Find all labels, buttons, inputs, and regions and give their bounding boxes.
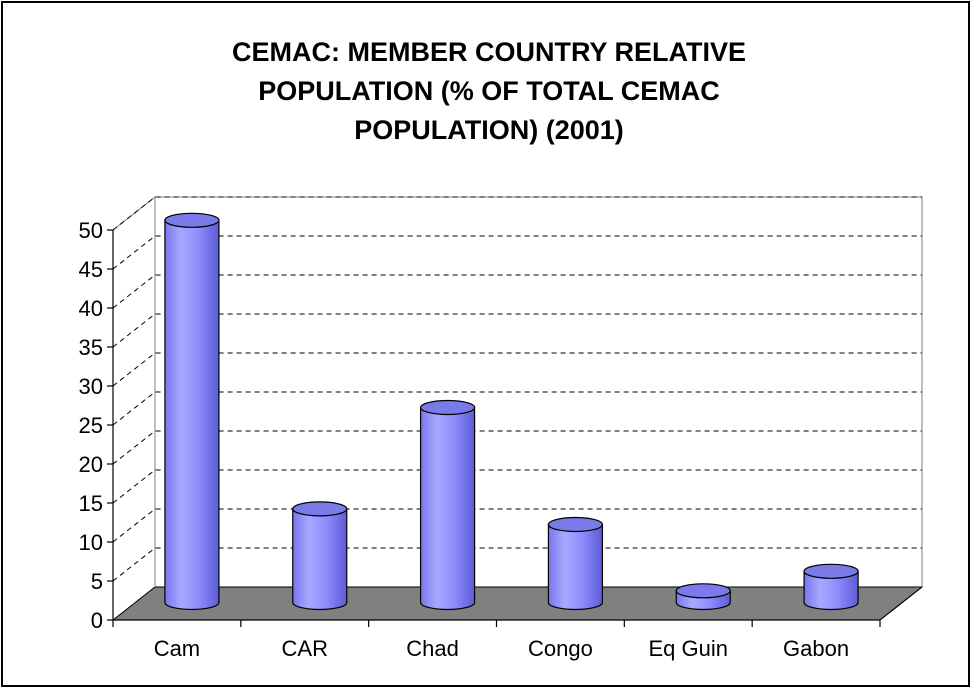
x-category-label: Chad	[406, 636, 459, 661]
chart-side-wall-edge	[112, 196, 156, 231]
y-tick-label: 40	[79, 296, 103, 321]
bars	[164, 212, 859, 611]
gridline	[112, 196, 922, 231]
gridlines	[112, 196, 922, 582]
gridline	[112, 508, 922, 543]
x-category-label: Cam	[154, 636, 200, 661]
chart-floor	[111, 586, 924, 621]
gridline	[112, 313, 922, 348]
bar	[547, 516, 604, 611]
y-tick-label: 50	[79, 218, 103, 243]
y-tick-label: 45	[79, 257, 103, 282]
bar-top	[164, 212, 220, 228]
bar	[292, 501, 348, 611]
bar-body	[803, 570, 859, 611]
x-category-label: Gabon	[783, 636, 849, 661]
x-category-label: Congo	[528, 636, 593, 661]
chart-title-line-1: CEMAC: MEMBER COUNTRY RELATIVE	[231, 37, 746, 67]
gridline	[112, 469, 922, 504]
bar	[675, 583, 731, 611]
bar-top	[803, 563, 859, 579]
y-tick-label: 20	[79, 452, 103, 477]
chart-title-line-2: POPULATION (% OF TOTAL CEMAC	[258, 76, 720, 106]
gridline	[112, 274, 922, 309]
bar-top	[547, 516, 604, 533]
bar-top	[292, 501, 348, 517]
bar-top	[675, 583, 731, 599]
y-tick-label: 25	[79, 413, 103, 438]
bar	[803, 563, 859, 611]
x-category-label: Eq Guin	[649, 636, 729, 661]
bar-body	[419, 406, 476, 611]
bar	[164, 212, 220, 611]
y-tick-label: 15	[79, 491, 103, 516]
bar-body	[164, 219, 220, 611]
gridline	[112, 430, 922, 465]
y-tick-label: 5	[91, 569, 103, 594]
bar	[419, 399, 476, 611]
bar-body	[292, 508, 348, 611]
bar-body	[547, 523, 604, 611]
chart-walls	[111, 196, 924, 621]
y-tick-label: 0	[91, 608, 103, 633]
bar-top	[419, 399, 476, 416]
gridline	[112, 391, 922, 426]
labels: 0 5 10 15 20 25 30 35 40 45 50 Cam CAR Chad Congo Eq Gu…	[79, 218, 850, 661]
chart-title-line-3: POPULATION) (2001)	[354, 115, 624, 145]
gridline	[112, 352, 922, 387]
x-category-label: CAR	[282, 636, 328, 661]
chart-title: CEMAC: MEMBER COUNTRY RELATIVE POPULATIO…	[183, 33, 795, 150]
axes	[107, 229, 923, 627]
y-tick-label: 35	[79, 335, 103, 360]
gridline	[112, 235, 922, 270]
gridline	[112, 547, 922, 582]
y-tick-label: 10	[79, 530, 103, 555]
y-tick-label: 30	[79, 374, 103, 399]
floor-right-edge	[879, 586, 923, 621]
